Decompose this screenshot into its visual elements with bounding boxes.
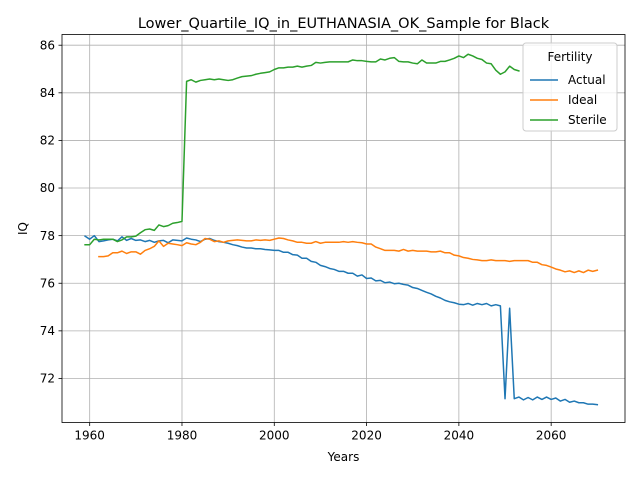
legend-label-actual: Actual xyxy=(568,73,606,87)
legend-title: Fertility xyxy=(547,50,592,64)
chart-title: Lower_Quartile_IQ_in_EUTHANASIA_OK_Sampl… xyxy=(138,16,550,32)
legend-entries: Actual Ideal Sterile xyxy=(530,73,607,127)
y-tick-label: 78 xyxy=(40,229,55,243)
series-line-sterile xyxy=(84,53,520,246)
y-axis-label: IQ xyxy=(16,222,30,235)
x-tick-label: 1980 xyxy=(167,429,198,443)
legend: Fertility Actual Ideal Sterile xyxy=(522,42,618,132)
series-line-ideal xyxy=(98,237,599,274)
series-line-actual xyxy=(84,234,599,406)
x-tick-label: 2020 xyxy=(351,429,382,443)
x-axis-label: Years xyxy=(327,450,360,464)
x-tick-label: 2040 xyxy=(444,429,475,443)
y-tick-label: 86 xyxy=(40,38,55,52)
y-tick-label: 76 xyxy=(40,276,55,290)
y-tick-label: 74 xyxy=(40,324,55,338)
y-axis-ticks: 72 74 76 78 80 82 84 86 xyxy=(40,38,62,386)
series-lines xyxy=(84,53,599,406)
x-axis-ticks: 1960 1980 2000 2020 2040 2060 xyxy=(74,422,567,443)
grid xyxy=(62,34,625,423)
legend-label-sterile: Sterile xyxy=(568,113,607,127)
legend-label-ideal: Ideal xyxy=(568,93,597,107)
x-tick-label: 1960 xyxy=(74,429,105,443)
y-tick-label: 84 xyxy=(40,86,55,100)
y-tick-label: 72 xyxy=(40,372,55,386)
y-tick-label: 80 xyxy=(40,181,55,195)
x-tick-label: 2000 xyxy=(259,429,290,443)
x-tick-label: 2060 xyxy=(536,429,567,443)
legend-box xyxy=(522,42,618,132)
plot-area-frame xyxy=(61,34,626,423)
y-tick-label: 82 xyxy=(40,134,55,148)
